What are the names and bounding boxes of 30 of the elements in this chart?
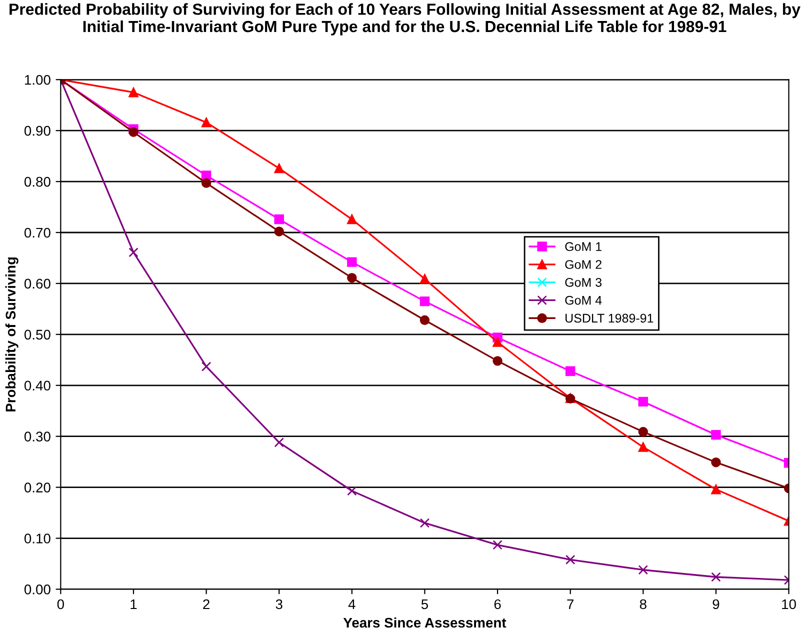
y-tick-label: 0.60 — [24, 278, 50, 289]
y-tick-label: 0.90 — [24, 126, 50, 136]
legend-label: USDLT 1989-91 — [566, 314, 654, 323]
x-tick-label: 6 — [494, 599, 501, 610]
x-axis-title: Years Since Assessment — [343, 617, 506, 628]
y-tick-label: 0.70 — [24, 228, 50, 238]
y-axis-title: Probability of Surviving — [5, 257, 18, 412]
legend-label: GoM 2 — [565, 260, 602, 269]
legend-label: GoM 4 — [565, 296, 602, 305]
x-tick-label: 0 — [57, 599, 64, 610]
chart-title: Predicted Probability of Surviving for Each of 10 Years Following Initial Assessment at Age 82, Males, by Initial Time-Invariant GoM Pure Type and for the U.S. Decennial Life Table for 1989-91 — [10, 3, 800, 36]
y-tick-label: 0.30 — [24, 432, 50, 442]
y-tick-label: 0.10 — [24, 534, 50, 544]
x-tick-label: 4 — [348, 599, 356, 610]
x-tick-label: 2 — [203, 599, 210, 610]
y-tick-label: 0.80 — [24, 176, 50, 187]
x-tick-label: 1 — [130, 599, 137, 610]
y-tick-label: 0.40 — [24, 380, 50, 391]
legend-label: GoM 1 — [565, 242, 602, 252]
legend-label: GoM 3 — [565, 278, 602, 287]
x-tick-label: 5 — [421, 599, 428, 610]
x-tick-label: 9 — [712, 599, 720, 610]
y-tick-label: 1.00 — [24, 74, 50, 85]
y-tick-label: 0.00 — [24, 584, 50, 594]
y-tick-label: 0.20 — [24, 482, 50, 492]
y-tick-label: 0.50 — [24, 330, 50, 340]
x-tick-label: 3 — [276, 599, 282, 610]
x-tick-label: 8 — [640, 599, 646, 610]
x-tick-label: 7 — [567, 599, 574, 610]
x-tick-label: 10 — [782, 599, 796, 610]
